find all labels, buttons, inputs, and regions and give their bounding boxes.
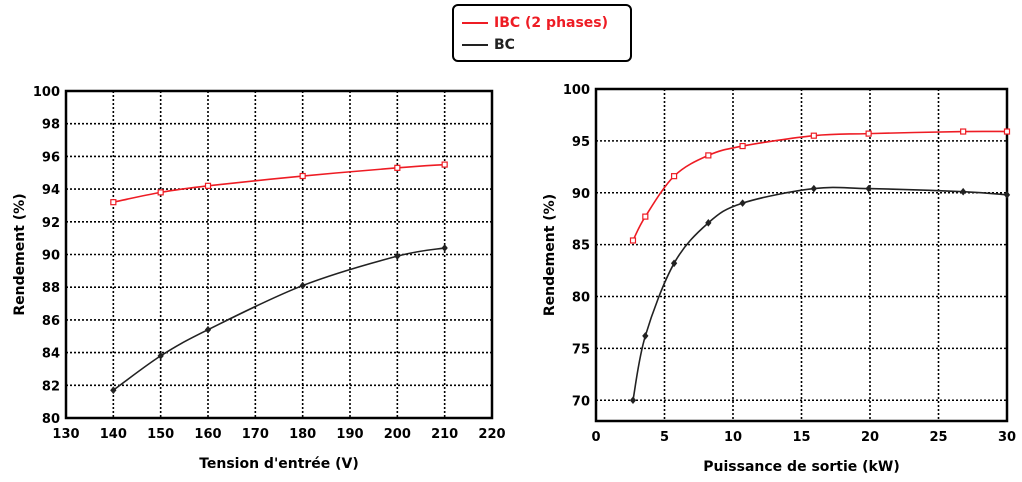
data-point-bc [299, 281, 306, 290]
y-tick-label: 82 [42, 379, 60, 394]
x-tick-label: 220 [478, 427, 505, 442]
data-point-ibc [441, 161, 448, 168]
y-tick-label: 96 [42, 150, 60, 165]
series-line-bc [632, 186, 1008, 401]
x-tick-label: 0 [591, 430, 600, 445]
data-point-ibc [865, 130, 872, 137]
y-tick-label: 92 [42, 216, 60, 231]
y-tick-label: 84 [42, 347, 60, 362]
x-tick-label: 130 [52, 427, 79, 442]
x-tick-label: 140 [100, 427, 127, 442]
y-tick-label: 94 [42, 183, 60, 198]
y-tick-label: 100 [563, 83, 590, 98]
data-point-bc [810, 184, 817, 193]
y-tick-label: 98 [42, 118, 60, 133]
data-point-bc [394, 252, 401, 260]
data-point-ibc [739, 142, 746, 150]
y-tick-label: 95 [572, 135, 590, 150]
series-line-ibc [632, 130, 1008, 241]
data-point-bc [642, 332, 649, 340]
data-point-bc [110, 386, 117, 394]
y-tick-label: 90 [572, 187, 590, 202]
x-tick-label: 10 [724, 430, 742, 445]
x-tick-label: 20 [861, 430, 879, 445]
plot-frame [594, 87, 1009, 423]
y-tick-label: 80 [572, 291, 590, 306]
data-point-ibc [1003, 128, 1011, 135]
x-tick-label: 170 [242, 427, 269, 442]
legend-swatch-bc [462, 44, 488, 46]
legend-label-ibc: IBC (2 phases) [494, 15, 609, 31]
data-point-bc [157, 352, 164, 360]
data-point-ibc [157, 189, 164, 196]
y-axis-label: Rendement (%) [12, 193, 28, 315]
efficiency-vs-voltage-chart: 130 140 150 160 170 180 190 200 210 220 80 82 84 86 88… [12, 85, 505, 472]
plot-frame [64, 89, 494, 420]
data-point-ibc [670, 173, 678, 180]
data-point-ibc [204, 182, 212, 189]
x-tick-label: 190 [336, 427, 363, 442]
x-tick-label: 210 [431, 427, 458, 442]
y-tick-label: 70 [572, 394, 590, 409]
data-point-ibc [642, 213, 649, 220]
y-tick-label: 80 [42, 412, 60, 427]
data-point-ibc [705, 152, 712, 159]
data-point-bc [739, 199, 746, 207]
x-tick-label: 180 [289, 427, 316, 442]
legend-entry-bc: BC [462, 35, 515, 55]
x-tick-label: 5 [660, 430, 669, 445]
legend-label-bc: BC [494, 37, 515, 53]
x-tick-label: 30 [998, 430, 1016, 445]
x-tick-label: 150 [147, 427, 174, 442]
y-tick-label: 100 [33, 85, 60, 100]
data-point-ibc [960, 128, 967, 135]
data-point-ibc [629, 237, 637, 244]
data-point-bc [865, 184, 872, 193]
x-tick-label: 160 [194, 427, 221, 442]
x-axis-label: Tension d'entrée (V) [199, 456, 359, 472]
data-point-bc [670, 259, 678, 268]
data-point-bc [204, 325, 212, 334]
data-point-ibc [299, 172, 306, 180]
data-point-bc [960, 187, 967, 196]
y-tick-label: 90 [42, 249, 60, 264]
data-point-ibc [394, 164, 401, 171]
legend: IBC (2 phases) BC [452, 4, 632, 62]
data-point-ibc [110, 199, 117, 206]
y-tick-label: 75 [572, 342, 590, 357]
y-tick-label: 85 [572, 239, 590, 254]
data-point-bc [629, 396, 637, 405]
x-axis-label: Puissance de sortie (kW) [703, 459, 899, 475]
data-point-ibc [810, 132, 817, 139]
data-point-bc [705, 219, 712, 227]
y-tick-label: 88 [42, 281, 60, 296]
x-tick-label: 15 [792, 430, 810, 445]
legend-swatch-ibc [462, 22, 488, 24]
x-tick-label: 200 [384, 427, 411, 442]
y-tick-label: 86 [42, 314, 60, 329]
data-point-bc [441, 244, 448, 252]
legend-entry-ibc: IBC (2 phases) [462, 13, 608, 33]
y-axis-label: Rendement (%) [542, 194, 558, 316]
data-point-bc [1003, 191, 1011, 199]
x-tick-label: 25 [929, 430, 947, 445]
